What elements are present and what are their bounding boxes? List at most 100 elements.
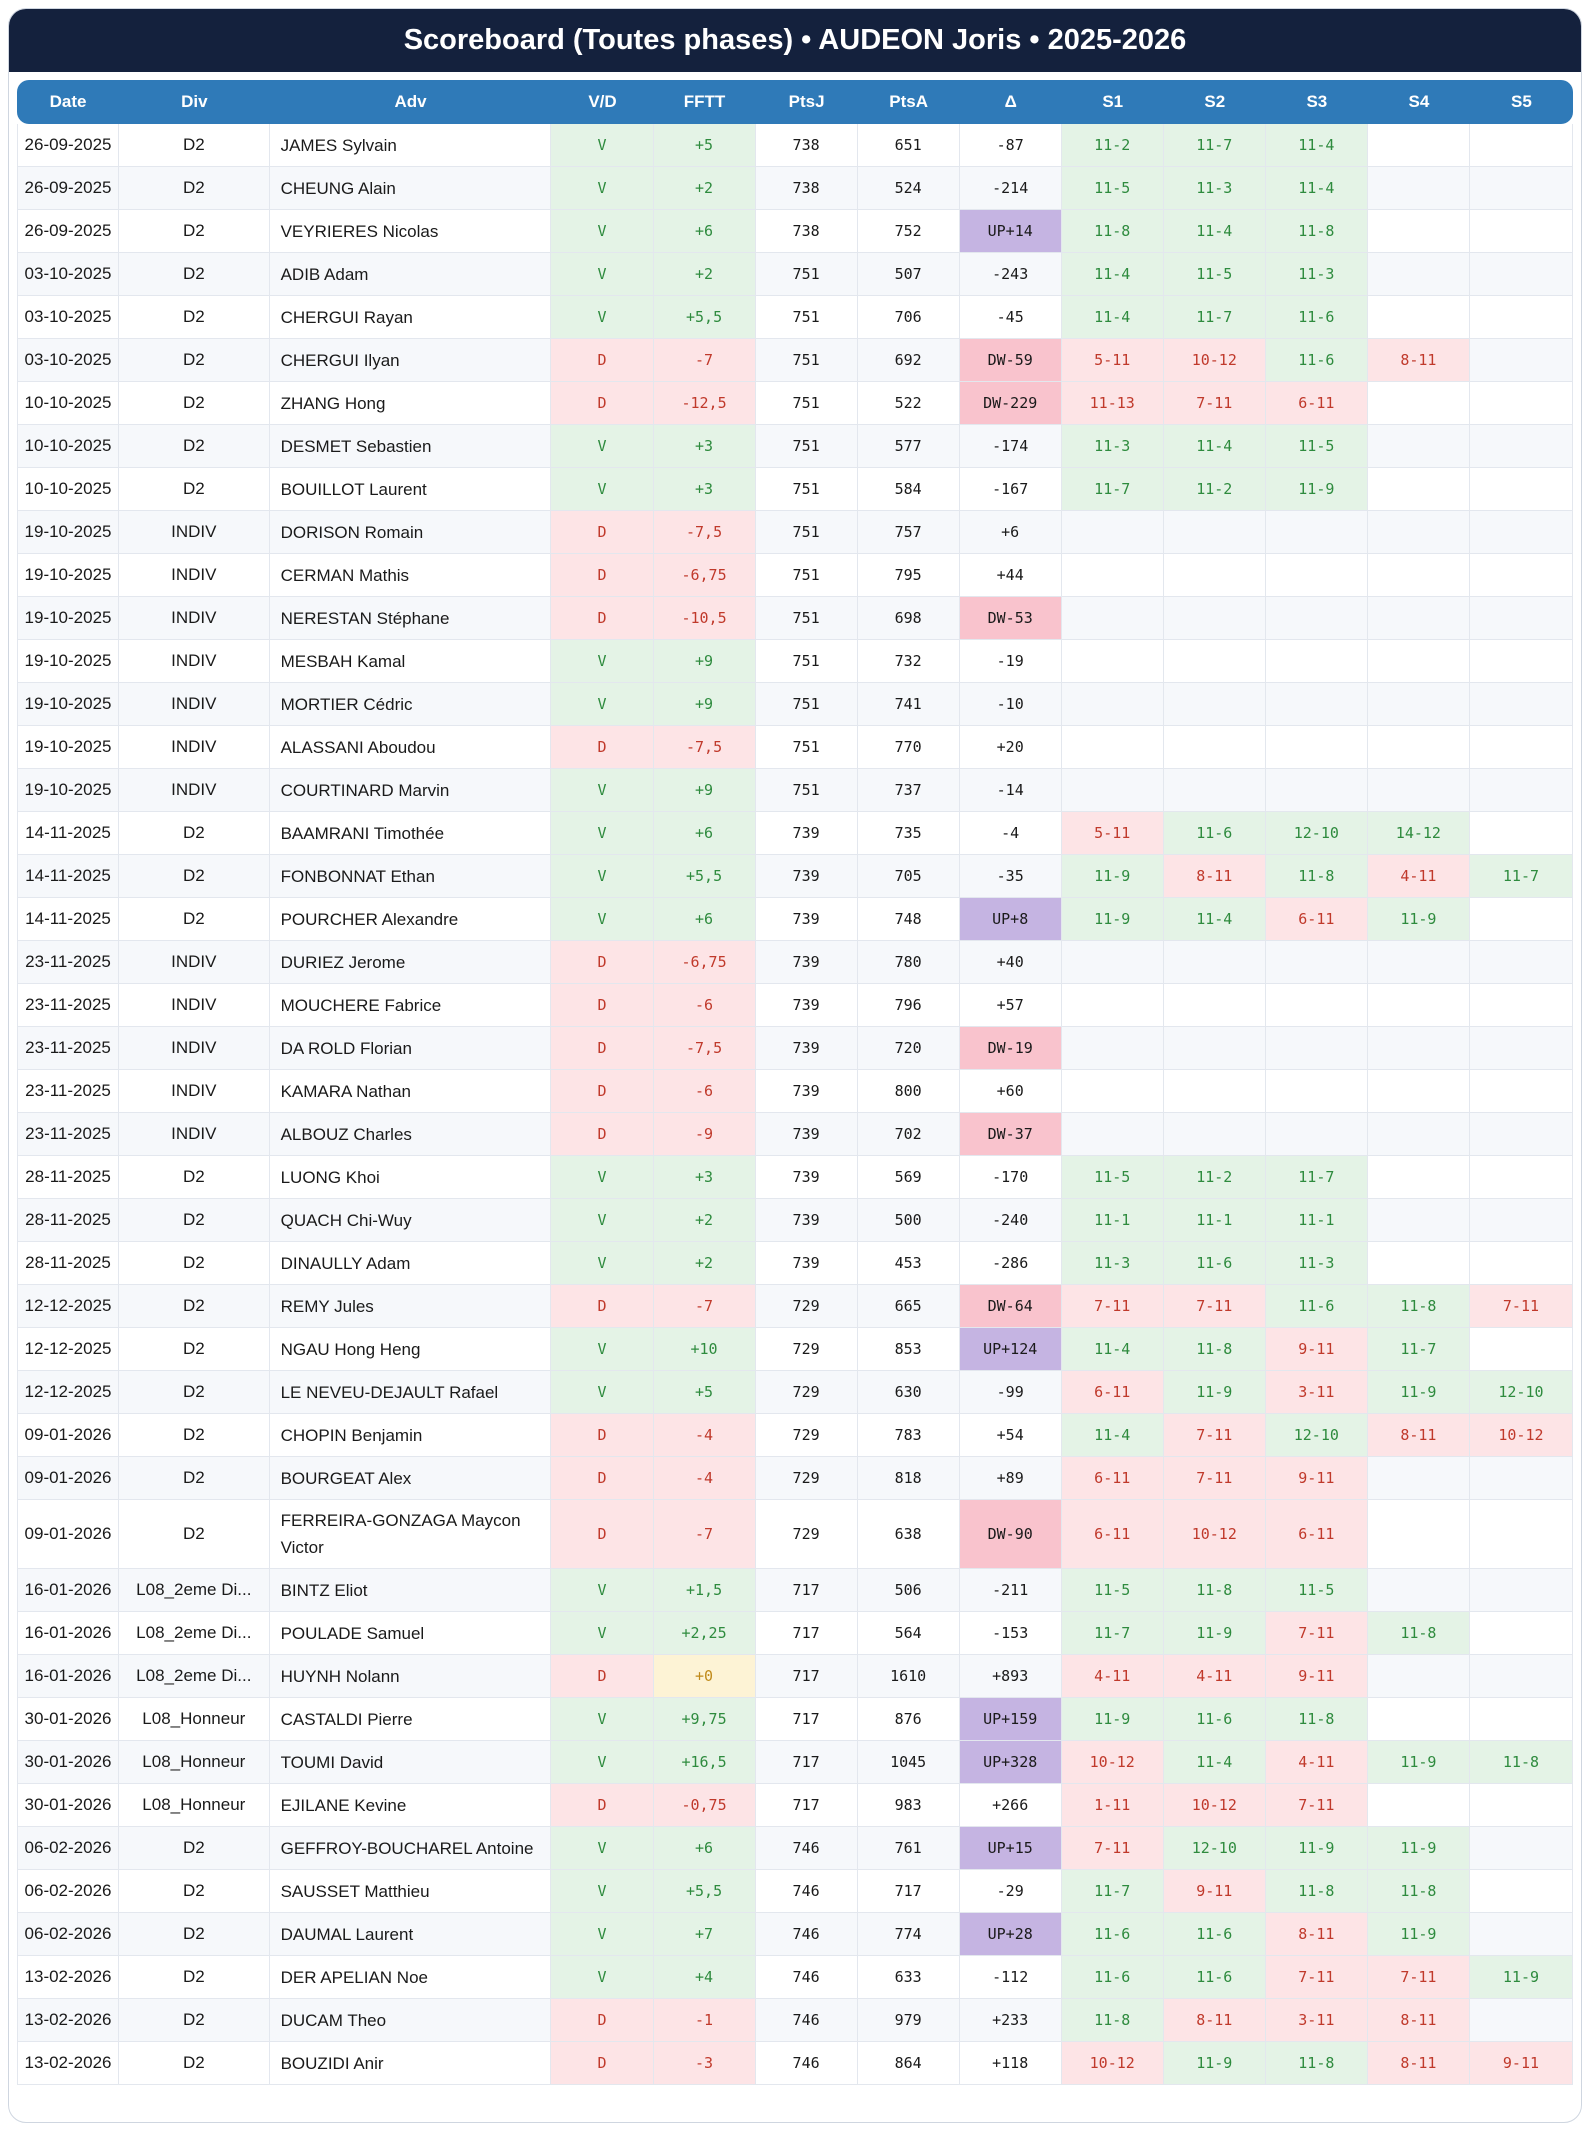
cell-set-1: 11-9 — [1061, 898, 1164, 941]
col-header-vd[interactable]: V/D — [551, 80, 654, 124]
cell-vd: V — [551, 640, 654, 683]
cell-vd: D — [551, 339, 654, 382]
table-row[interactable]: 06-02-2026 D2 GEFFROY-BOUCHAREL Antoine V +6… — [17, 1827, 1573, 1870]
cell-delta: -45 — [959, 296, 1062, 339]
table-row[interactable]: 12-12-2025 D2 NGAU Hong Heng V +10 729 853 UP+1… — [17, 1328, 1573, 1371]
col-header-ptsa[interactable]: PtsA — [857, 80, 960, 124]
table-row[interactable]: 13-02-2026 D2 DER APELIAN Noe V +4 746 633 -112… — [17, 1956, 1573, 1999]
table-row[interactable]: 16-01-2026 L08_2eme Di... BINTZ Eliot V +1,5… — [17, 1569, 1573, 1612]
cell-set-2: 11-9 — [1163, 1371, 1266, 1414]
table-row[interactable]: 14-11-2025 D2 FONBONNAT Ethan V +5,5 739 705 -3… — [17, 855, 1573, 898]
table-row[interactable]: 10-10-2025 D2 BOUILLOT Laurent V +3 751 584 -16… — [17, 468, 1573, 511]
table-row[interactable]: 26-09-2025 D2 CHEUNG Alain V +2 738 524 -214 11-… — [17, 167, 1573, 210]
table-row[interactable]: 13-02-2026 D2 BOUZIDI Anir D -3 746 864 +118 10-… — [17, 2042, 1573, 2085]
table-row[interactable]: 16-01-2026 L08_2eme Di... POULADE Samuel V +… — [17, 1612, 1573, 1655]
table-row[interactable]: 19-10-2025 INDIV CERMAN Mathis D -6,75 751 795… — [17, 554, 1573, 597]
col-header-div[interactable]: Div — [119, 80, 270, 124]
cell-div: D2 — [119, 1956, 270, 1999]
cell-date: 19-10-2025 — [17, 511, 120, 554]
cell-adv: SAUSSET Matthieu — [269, 1870, 552, 1913]
col-header-date[interactable]: Date — [17, 80, 120, 124]
cell-delta: -170 — [959, 1156, 1062, 1199]
cell-set-4: 7-11 — [1367, 1956, 1470, 1999]
table-row[interactable]: 12-12-2025 D2 REMY Jules D -7 729 665 DW-64 7-11… — [17, 1285, 1573, 1328]
col-header-ptsj[interactable]: PtsJ — [755, 80, 858, 124]
col-header-s4[interactable]: S4 — [1367, 80, 1470, 124]
cell-set-5 — [1469, 898, 1573, 941]
cell-set-4: 11-8 — [1367, 1612, 1470, 1655]
table-row[interactable]: 19-10-2025 INDIV MORTIER Cédric V +9 751 741 -1… — [17, 683, 1573, 726]
table-row[interactable]: 19-10-2025 INDIV COURTINARD Marvin V +9 751 73… — [17, 769, 1573, 812]
col-header-delta[interactable]: Δ — [959, 80, 1062, 124]
table-row[interactable]: 06-02-2026 D2 DAUMAL Laurent V +7 746 774 UP+28… — [17, 1913, 1573, 1956]
table-row[interactable]: 13-02-2026 D2 DUCAM Theo D -1 746 979 +233 11-8 8… — [17, 1999, 1573, 2042]
cell-set-5 — [1469, 984, 1573, 1027]
cell-set-4: 11-9 — [1367, 1371, 1470, 1414]
cell-div: INDIV — [119, 1027, 270, 1070]
cell-delta: DW-64 — [959, 1285, 1062, 1328]
cell-date: 06-02-2026 — [17, 1827, 120, 1870]
cell-date: 10-10-2025 — [17, 382, 120, 425]
table-row[interactable]: 30-01-2026 L08_Honneur TOUMI David V +16,5 71… — [17, 1741, 1573, 1784]
table-row[interactable]: 23-11-2025 INDIV MOUCHERE Fabrice D -6 739 796… — [17, 984, 1573, 1027]
table-row[interactable]: 28-11-2025 D2 LUONG Khoi V +3 739 569 -170 11-5 1… — [17, 1156, 1573, 1199]
cell-set-2 — [1163, 984, 1266, 1027]
table-row[interactable]: 19-10-2025 INDIV ALASSANI Aboudou D -7,5 751 7… — [17, 726, 1573, 769]
table-row[interactable]: 23-11-2025 INDIV DURIEZ Jerome D -6,75 739 780… — [17, 941, 1573, 984]
table-row[interactable]: 16-01-2026 L08_2eme Di... HUYNH Nolann D +0 7… — [17, 1655, 1573, 1698]
cell-set-4: 14-12 — [1367, 812, 1470, 855]
table-row[interactable]: 03-10-2025 D2 ADIB Adam V +2 751 507 -243 11-4 11… — [17, 253, 1573, 296]
cell-ptsa: 706 — [857, 296, 960, 339]
table-row[interactable]: 06-02-2026 D2 SAUSSET Matthieu V +5,5 746 717-… — [17, 1870, 1573, 1913]
cell-ptsj: 729 — [755, 1371, 858, 1414]
table-row[interactable]: 10-10-2025 D2 ZHANG Hong D -12,5 751 522 DW-229… — [17, 382, 1573, 425]
cell-set-3: 11-3 — [1265, 253, 1368, 296]
table-row[interactable]: 14-11-2025 D2 POURCHER Alexandre V +6 739 748 U… — [17, 898, 1573, 941]
table-row[interactable]: 30-01-2026 L08_Honneur CASTALDI Pierre V +9,… — [17, 1698, 1573, 1741]
cell-set-3 — [1265, 984, 1368, 1027]
cell-adv: DURIEZ Jerome — [269, 941, 552, 984]
table-row[interactable]: 14-11-2025 D2 BAAMRANI Timothée V +6 739 735 -4… — [17, 812, 1573, 855]
table-row[interactable]: 23-11-2025 INDIV DA ROLD Florian D -7,5 739 72… — [17, 1027, 1573, 1070]
cell-div: L08_2eme Di... — [119, 1569, 270, 1612]
cell-fftt: +2,25 — [653, 1612, 756, 1655]
col-header-s2[interactable]: S2 — [1163, 80, 1266, 124]
table-row[interactable]: 28-11-2025 D2 DINAULLY Adam V +2 739 453 -286 11… — [17, 1242, 1573, 1285]
cell-set-2: 8-11 — [1163, 855, 1266, 898]
table-row[interactable]: 28-11-2025 D2 QUACH Chi-Wuy V +2 739 500 -240 11… — [17, 1199, 1573, 1242]
cell-ptsa: 506 — [857, 1569, 960, 1612]
table-row[interactable]: 03-10-2025 D2 CHERGUI Ilyan D -7 751 692 DW-59 5… — [17, 339, 1573, 382]
col-header-adv[interactable]: Adv — [269, 80, 552, 124]
table-row[interactable]: 09-01-2026 D2 FERREIRA-GONZAGA Maycon Vict… — [17, 1500, 1573, 1569]
cell-vd: D — [551, 2042, 654, 2085]
cell-date: 26-09-2025 — [17, 167, 120, 210]
table-row[interactable]: 23-11-2025 INDIV KAMARA Nathan D -6 739 800 +60 — [17, 1070, 1573, 1113]
col-header-s5[interactable]: S5 — [1469, 80, 1573, 124]
table-row[interactable]: 19-10-2025 INDIV DORISON Romain D -7,5 751 757… — [17, 511, 1573, 554]
table-row[interactable]: 19-10-2025 INDIV NERESTAN Stéphane D -10,5 75… — [17, 597, 1573, 640]
cell-vd: V — [551, 1698, 654, 1741]
cell-set-1: 11-7 — [1061, 1870, 1164, 1913]
cell-set-3: 11-9 — [1265, 468, 1368, 511]
col-header-s1[interactable]: S1 — [1061, 80, 1164, 124]
cell-adv: GEFFROY-BOUCHAREL Antoine — [269, 1827, 552, 1870]
cell-delta: -214 — [959, 167, 1062, 210]
col-header-fftt[interactable]: FFTT — [653, 80, 756, 124]
cell-set-2: 11-9 — [1163, 1612, 1266, 1655]
cell-set-3: 11-8 — [1265, 1698, 1368, 1741]
table-row[interactable]: 09-01-2026 D2 CHOPIN Benjamin D -4 729 783 +54 1… — [17, 1414, 1573, 1457]
table-row[interactable]: 23-11-2025 INDIV ALBOUZ Charles D -9 739 702 DW… — [17, 1113, 1573, 1156]
cell-set-5: 11-7 — [1469, 855, 1573, 898]
col-header-s3[interactable]: S3 — [1265, 80, 1368, 124]
cell-set-2: 11-6 — [1163, 1913, 1266, 1956]
cell-set-4 — [1367, 1698, 1470, 1741]
table-row[interactable]: 26-09-2025 D2 VEYRIERES Nicolas V +6 738 752 UP… — [17, 210, 1573, 253]
table-row[interactable]: 26-09-2025 D2 JAMES Sylvain V +5 738 651 -87 11-… — [17, 124, 1573, 167]
cell-adv: ADIB Adam — [269, 253, 552, 296]
table-row[interactable]: 12-12-2025 D2 LE NEVEU-DEJAULT Rafael V +5 72… — [17, 1371, 1573, 1414]
table-row[interactable]: 10-10-2025 D2 DESMET Sebastien V +3 751 577 -17… — [17, 425, 1573, 468]
table-row[interactable]: 09-01-2026 D2 BOURGEAT Alex D -4 729 818 +89 6-1… — [17, 1457, 1573, 1500]
table-row[interactable]: 03-10-2025 D2 CHERGUI Rayan V +5,5 751 706 -45 1… — [17, 296, 1573, 339]
table-row[interactable]: 30-01-2026 L08_Honneur EJILANE Kevine D -0,7… — [17, 1784, 1573, 1827]
table-row[interactable]: 19-10-2025 INDIV MESBAH Kamal V +9 751 732 -19 — [17, 640, 1573, 683]
